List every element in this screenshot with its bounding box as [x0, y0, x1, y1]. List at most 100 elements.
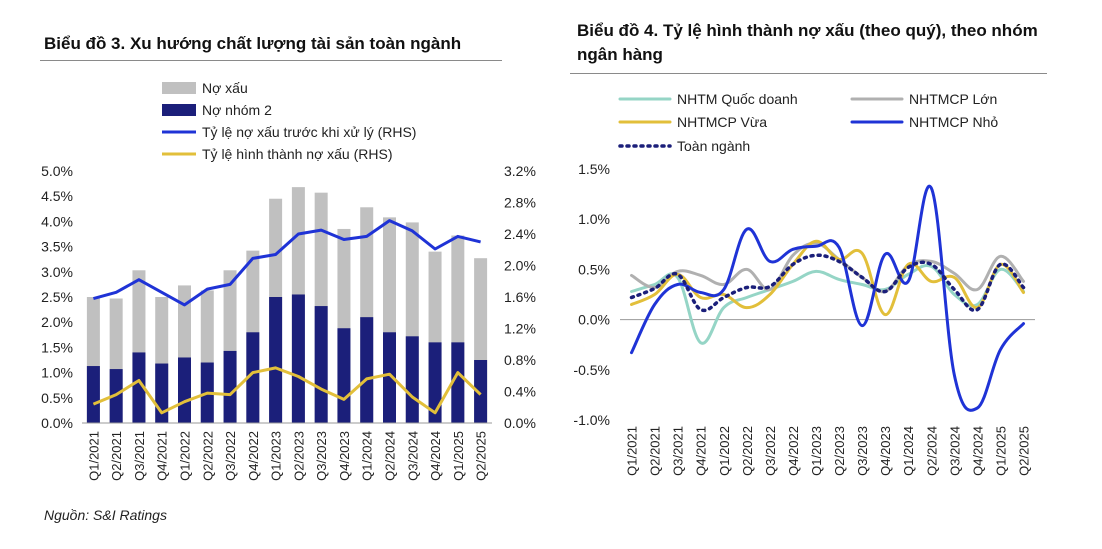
y-tick-label: 3.5%: [41, 239, 73, 255]
bar-no-nhom-2: [451, 342, 465, 423]
x-tick-label: Q3/2021: [671, 426, 686, 476]
y-tick-label: 1.0%: [41, 365, 73, 381]
bar-no-nhom-2: [178, 357, 191, 423]
x-tick-label: Q1/2023: [809, 426, 824, 476]
legend-label: NHTM Quốc doanh: [677, 91, 798, 107]
legend-swatch: [162, 104, 196, 116]
x-tick-label: Q4/2022: [786, 426, 801, 476]
y-tick-label: 5.0%: [41, 163, 73, 179]
x-tick-label: Q2/2021: [648, 426, 663, 476]
y-tick-label: 0.0%: [41, 415, 73, 431]
x-tick-label: Q2/2022: [200, 431, 215, 481]
x-tick-label: Q2/2025: [474, 431, 489, 481]
bar-no-nhom-2: [269, 297, 283, 423]
chart4-plot: -1.0% -0.5% 0.0% 0.5% 1.0% 1.5% Q1/2021 Q2/2021…: [573, 91, 1035, 476]
x-tick-label: Q1/2024: [360, 431, 375, 481]
x-tick-label: Q4/2021: [155, 431, 170, 481]
y-tick-label: 0.5%: [578, 261, 610, 277]
chart3-plot: 0.0% 0.5% 1.0% 1.5% 2.0% 2.5% 3.0% 3.5% 4.0% 4.5%…: [41, 80, 536, 481]
y-tick-label: 3.0%: [41, 264, 73, 280]
x-tick-label: Q1/2022: [717, 426, 732, 476]
y-tick-label: 0.0%: [578, 312, 610, 328]
bar-no-nhom-2: [86, 366, 100, 423]
chart4-title-rule: [570, 73, 1047, 74]
y-tick-label: -0.5%: [573, 362, 610, 378]
x-tick-label: Q2/2024: [924, 426, 939, 476]
x-tick-label: Q1/2023: [269, 431, 284, 481]
y-tick-label: 0.5%: [41, 390, 73, 406]
bar-no-nhom-2: [360, 317, 374, 423]
y-tick-label: 4.0%: [41, 213, 73, 229]
x-tick-label: Q2/2025: [1016, 426, 1031, 476]
line-ty-le-no-xau-truoc-xu-ly: [93, 219, 481, 307]
bar-no-nhom-2: [314, 306, 328, 423]
x-tick-label: Q3/2021: [132, 431, 147, 481]
y-tick-label: 2.0%: [41, 314, 73, 330]
legend-label: NHTMCP Nhỏ: [909, 114, 998, 130]
legend-label: NHTMCP Vừa: [677, 114, 767, 130]
legend-label: NHTMCP Lớn: [909, 91, 997, 107]
x-tick-label: Q4/2021: [694, 426, 709, 476]
y2-tick-label: 2.8%: [504, 195, 536, 211]
chart3-title: Biểu đồ 3. Xu hướng chất lượng tài sản t…: [44, 34, 462, 53]
x-tick-label: Q3/2023: [314, 431, 329, 481]
legend-label: Tỷ lệ nợ xấu trước khi xử lý (RHS): [202, 124, 416, 140]
line-series-2: [630, 239, 1025, 317]
chart4-title: Biểu đồ 4. Tỷ lệ hình thành nợ xấu (theo…: [577, 21, 1038, 64]
x-tick-label: Q2/2022: [740, 426, 755, 476]
y-tick-label: 1.0%: [578, 211, 610, 227]
y2-tick-label: 0.8%: [504, 352, 536, 368]
y2-tick-label: 2.0%: [504, 258, 536, 274]
bar-no-nhom-2: [428, 342, 442, 423]
chart3-title-rule: [40, 60, 502, 61]
legend-label: Toàn ngành: [677, 138, 750, 154]
x-tick-label: Q3/2024: [405, 431, 420, 481]
x-tick-label: Q1/2024: [901, 426, 916, 476]
x-tick-label: Q2/2021: [109, 431, 124, 481]
y-tick-label: 1.5%: [41, 339, 73, 355]
bar-no-nhom-2: [405, 336, 419, 423]
line-ty-le-hinh-thanh-no-xau: [92, 366, 482, 415]
x-tick-label: Q4/2024: [970, 426, 985, 476]
x-tick-label: Q1/2021: [86, 431, 101, 481]
legend-swatch: [162, 82, 196, 94]
y2-tick-label: 0.4%: [504, 384, 536, 400]
line-series-3: [630, 184, 1025, 412]
x-tick-label: Q2/2023: [291, 431, 306, 481]
y2-tick-label: 2.4%: [504, 226, 536, 242]
y-tick-label: -1.0%: [573, 412, 610, 428]
bar-no-nhom-2: [246, 332, 260, 423]
y-tick-label: 2.5%: [41, 289, 73, 305]
x-tick-label: Q3/2022: [763, 426, 778, 476]
y2-tick-label: 3.2%: [504, 163, 536, 179]
x-tick-label: Q4/2023: [337, 431, 352, 481]
x-tick-label: Q2/2023: [832, 426, 847, 476]
y2-tick-label: 1.6%: [504, 289, 536, 305]
x-tick-label: Q3/2023: [855, 426, 870, 476]
y-tick-label: 4.5%: [41, 188, 73, 204]
x-tick-label: Q3/2024: [947, 426, 962, 476]
y2-tick-label: 1.2%: [504, 321, 536, 337]
bar-no-nhom-2: [132, 352, 146, 423]
x-tick-label: Q3/2022: [223, 431, 238, 481]
x-tick-label: Q1/2022: [178, 431, 193, 481]
bar-no-nhom-2: [383, 332, 396, 423]
bar-no-nhom-2: [223, 350, 237, 423]
x-tick-label: Q4/2022: [246, 431, 261, 481]
x-tick-label: Q1/2025: [451, 431, 466, 481]
bar-no-nhom-2: [474, 360, 488, 423]
x-tick-label: Q4/2023: [878, 426, 893, 476]
legend-label: Nợ xấu: [202, 80, 248, 96]
x-tick-label: Q4/2024: [428, 431, 443, 481]
y-tick-label: 1.5%: [578, 161, 610, 177]
legend-label: Tỷ lệ hình thành nợ xấu (RHS): [202, 146, 393, 162]
bar-no-nhom-2: [291, 294, 305, 423]
y2-tick-label: 0.0%: [504, 415, 536, 431]
legend-label: Nợ nhóm 2: [202, 102, 272, 118]
source-note: Nguồn: S&I Ratings: [44, 507, 167, 523]
x-tick-label: Q1/2025: [993, 426, 1008, 476]
line-series-4: [629, 253, 1026, 313]
line-series-0: [630, 264, 1025, 345]
x-tick-label: Q2/2024: [383, 431, 398, 481]
x-tick-label: Q1/2021: [625, 426, 640, 476]
